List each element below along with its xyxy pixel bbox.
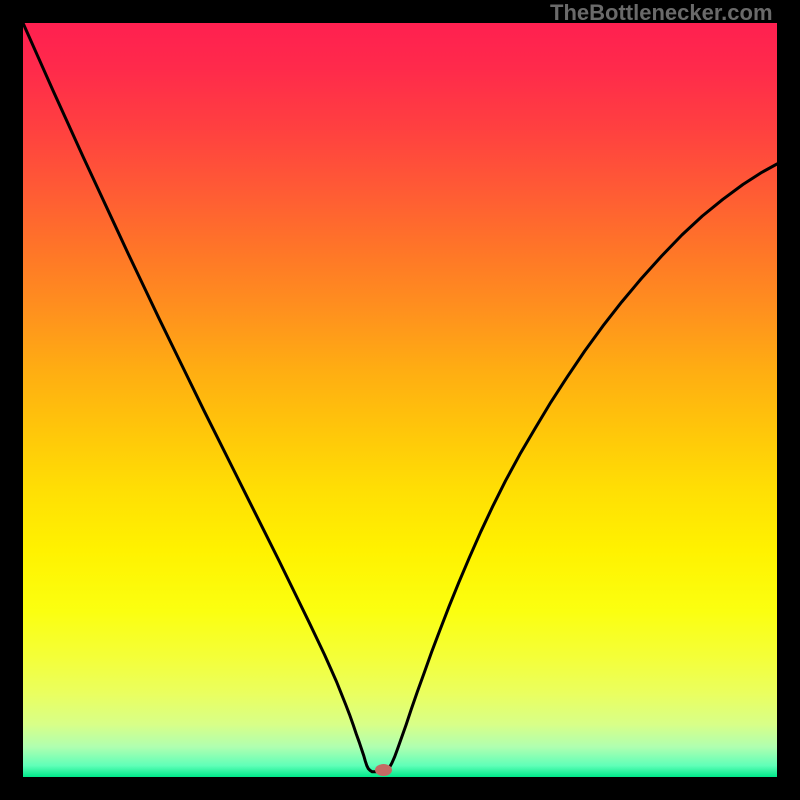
frame-border-left — [0, 0, 23, 800]
frame-border-right — [777, 0, 800, 800]
curve-layer — [23, 23, 777, 777]
plot-area — [23, 23, 777, 777]
bottleneck-curve — [23, 23, 777, 772]
frame-border-bottom — [0, 777, 800, 800]
watermark-text: TheBottlenecker.com — [550, 0, 773, 26]
chart-frame: TheBottlenecker.com — [0, 0, 800, 800]
